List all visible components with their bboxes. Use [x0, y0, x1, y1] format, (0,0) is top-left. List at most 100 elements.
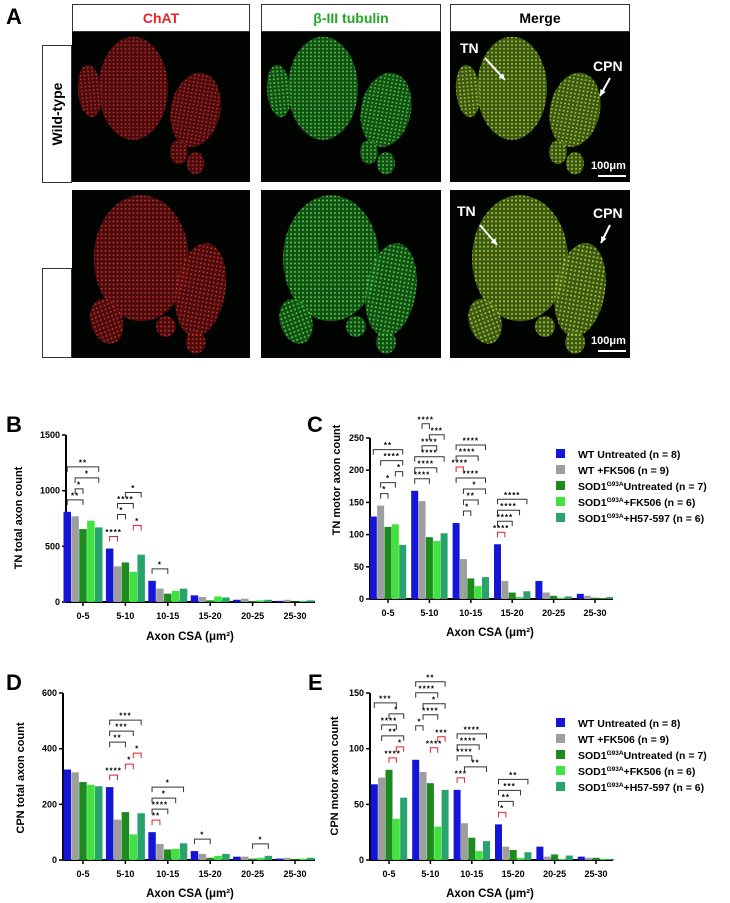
bar [411, 490, 419, 599]
significance-stars: * [119, 506, 123, 515]
significance-bracket [462, 499, 479, 506]
nerve-fascicle [169, 139, 188, 165]
bar [550, 595, 558, 599]
significance-stars: **** [152, 801, 168, 810]
bar [535, 580, 543, 599]
significance-stars: * [397, 463, 401, 472]
significance-bracket [415, 681, 446, 687]
bar [542, 592, 550, 599]
x-tick-label: 20-25 [542, 608, 565, 618]
significance-bracket [498, 800, 514, 807]
significance-bracket [151, 819, 161, 826]
row-label-wildtype: Wild-type [49, 82, 65, 146]
y-tick-label: 1000 [40, 486, 60, 496]
nerve-fascicle [266, 64, 292, 118]
significance-bracket [109, 536, 119, 542]
nerve-fascicle [170, 72, 221, 147]
nerve-fascicle [185, 330, 206, 354]
significance-stars: *** [119, 712, 131, 721]
nerve-fascicle [93, 195, 189, 322]
x-tick-label: 10-15 [459, 608, 482, 618]
x-tick-label: 15-20 [199, 611, 222, 621]
nerve-fascicle [89, 298, 124, 344]
significance-bracket [497, 509, 521, 516]
significance-stars: ** [471, 758, 479, 767]
legend-swatch [556, 734, 565, 743]
row-header-box [42, 268, 72, 358]
y-tick-label: 250 [349, 433, 364, 443]
panel-label-d: D [6, 670, 22, 695]
bar [222, 853, 230, 860]
significance-stars: * [200, 831, 204, 840]
bar [299, 858, 307, 860]
significance-bracket [74, 477, 100, 483]
significance-stars: * [135, 745, 139, 754]
nerve-fascicle [455, 64, 481, 118]
y-axis-label: CPN total axon count [15, 722, 27, 834]
bar [468, 837, 476, 860]
chart-b: 0 500 1000 1500 0-5 5-10 10-15 15-20 20-25 25-30 *… [13, 430, 315, 643]
significance-stars: * [386, 474, 390, 483]
x-tick-label: 25-30 [584, 869, 607, 879]
significance-stars: * [85, 469, 89, 478]
x-tick-label: 25-30 [583, 608, 606, 618]
bar [460, 823, 468, 860]
bar [87, 784, 95, 860]
nerve-fascicle [535, 316, 555, 337]
y-axis-label: TN motor axon count [331, 424, 343, 535]
nerve-fascicle [186, 152, 205, 175]
significance-stars: **** [105, 528, 121, 537]
bar [137, 554, 145, 602]
significance-bracket [132, 752, 142, 759]
significance-stars: ** [71, 491, 79, 500]
bar [576, 593, 584, 599]
scale-label-sod1: 100μm [591, 335, 626, 347]
significance-stars: **** [384, 749, 400, 758]
column-header-merge: Merge [450, 4, 630, 32]
significance-stars: * [500, 804, 504, 813]
bar [291, 601, 299, 602]
significance-stars: * [382, 485, 386, 494]
significance-stars: **** [452, 459, 468, 468]
significance-bracket [124, 763, 134, 770]
bar [441, 789, 449, 860]
legend-swatch [556, 766, 565, 775]
significance-stars: ** [426, 673, 434, 682]
bar [121, 562, 130, 602]
bar [474, 586, 482, 599]
y-tick-label: 50 [354, 799, 364, 809]
significance-bracket [422, 703, 446, 709]
nerve-fascicle [279, 298, 313, 344]
bar [412, 759, 420, 860]
bar [543, 856, 551, 860]
significance-bracket [394, 471, 404, 477]
significance-bracket [380, 482, 396, 488]
significance-stars: **** [381, 716, 397, 725]
micrograph-tubulin-sod1 [261, 190, 441, 358]
bar [599, 858, 607, 860]
significance-stars: **** [422, 706, 438, 715]
bar [148, 832, 156, 860]
bar [179, 588, 188, 602]
significance-bracket [456, 777, 465, 783]
bar [264, 855, 273, 860]
x-tick-label: 25-30 [283, 869, 306, 879]
nerve-fascicle [376, 330, 396, 354]
legend-swatch [556, 718, 565, 727]
significance-bracket [414, 456, 445, 462]
x-tick-label: 20-25 [241, 611, 264, 621]
significance-bracket [373, 702, 397, 708]
significance-stars: **** [421, 448, 437, 457]
significance-bracket [388, 757, 397, 763]
legend-swatch [556, 449, 565, 458]
significance-stars: * [417, 717, 421, 726]
nerve-fascicle [477, 36, 547, 140]
significance-bracket [372, 449, 404, 455]
bar [137, 813, 145, 860]
bar [256, 600, 265, 602]
significance-bracket [151, 786, 185, 793]
x-tick-label: 0-5 [76, 611, 89, 621]
bar [453, 789, 461, 860]
significance-bracket [252, 843, 269, 849]
nerve-fascicle [365, 242, 417, 337]
